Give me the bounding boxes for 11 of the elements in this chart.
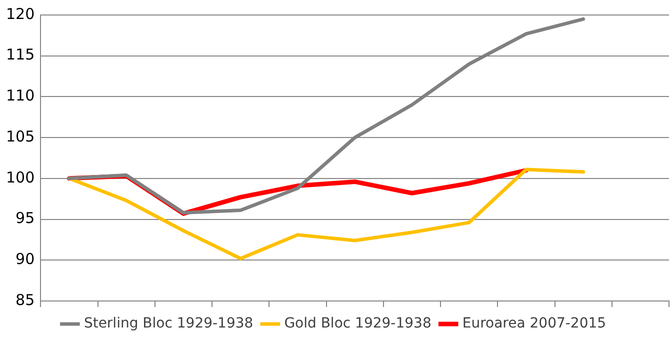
y-tick-label: 120 [6, 4, 35, 23]
y-tick-label: 90 [16, 250, 35, 268]
legend-label: Euroarea 2007-2015 [462, 316, 606, 332]
y-tick-label: 100 [6, 168, 35, 186]
legend-label: Sterling Bloc 1929-1938 [84, 316, 254, 332]
y-tick-label: 110 [6, 86, 35, 105]
y-tick-label: 85 [16, 290, 35, 309]
y-tick-label: 95 [16, 209, 35, 228]
legend-label: Gold Bloc 1929-1938 [284, 316, 432, 332]
y-tick-label: 115 [6, 46, 35, 64]
y-tick-label: 105 [6, 127, 35, 146]
